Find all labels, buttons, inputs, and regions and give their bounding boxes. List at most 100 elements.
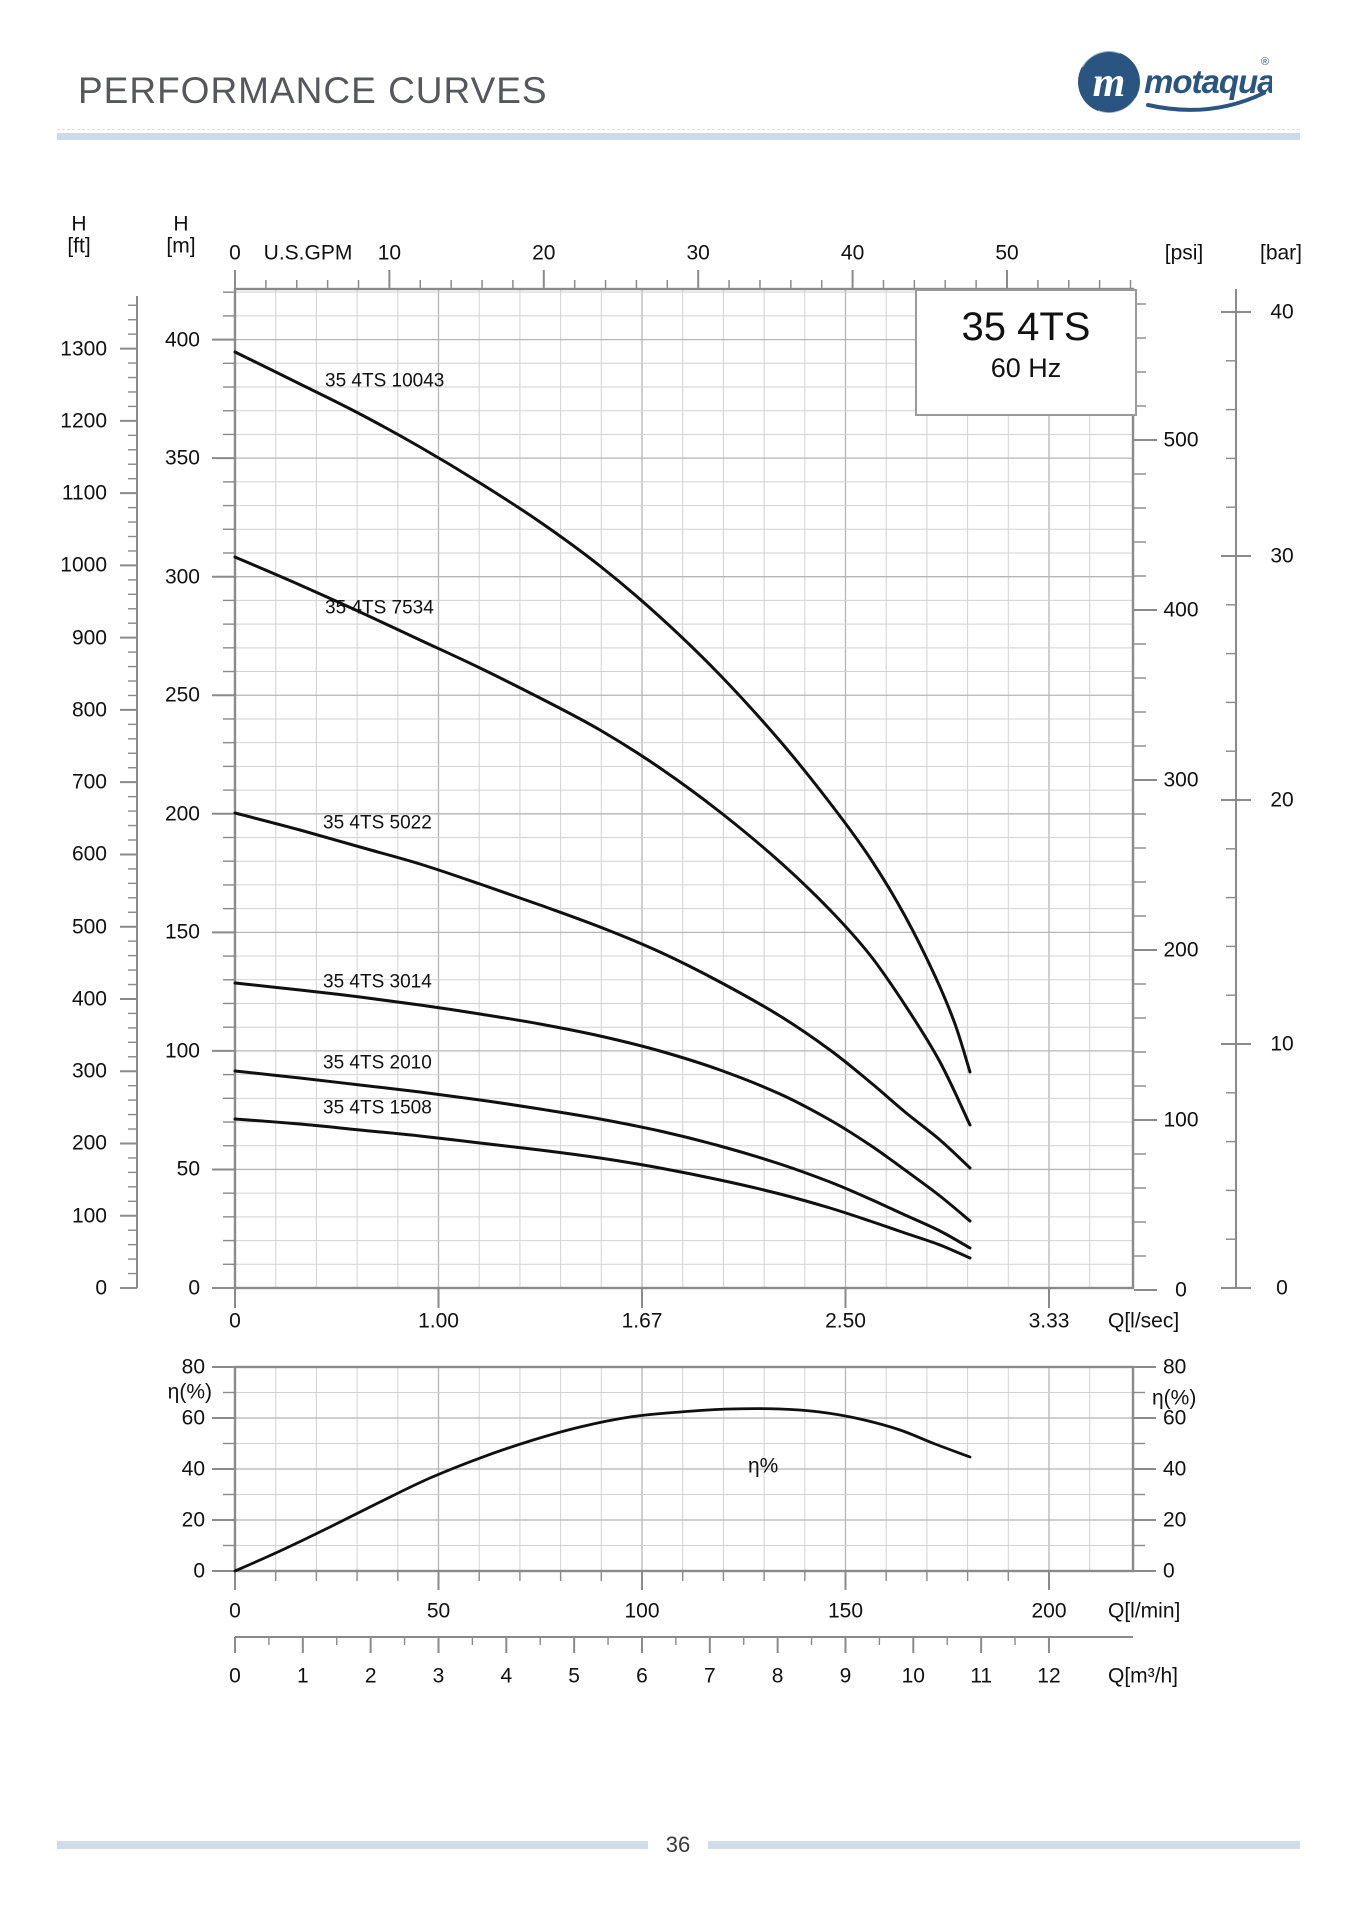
footer-rule-left — [57, 1841, 648, 1849]
m3h-axis-label: 6 — [636, 1664, 648, 1688]
logo-monogram: m — [1093, 60, 1126, 106]
psi-axis-header: [psi] — [1164, 241, 1204, 265]
m-axis-label: 400 — [164, 328, 200, 352]
curve-35-4TS-7534 — [233, 555, 972, 1127]
eta-right-header: η(%) — [1152, 1386, 1197, 1410]
eff-grid — [235, 1367, 1133, 1571]
model-frequency: 60 Hz — [990, 353, 1062, 383]
curve-35-4TS-3014 — [233, 981, 972, 1223]
m3h-axis-label: 10 — [901, 1664, 925, 1688]
bar-axis-label: 20 — [1270, 788, 1294, 812]
ft-axis-label: 500 — [71, 915, 107, 939]
lsec-axis-ticks — [234, 1289, 1050, 1308]
logo-swirl-icon — [1081, 50, 1121, 68]
lsec-axis-label: 1.00 — [418, 1309, 459, 1333]
gpm-axis-label: 30 — [686, 241, 710, 265]
m-axis-label: 50 — [176, 1157, 200, 1181]
m3h-axis-label: 8 — [771, 1664, 784, 1688]
curve-35-4TS-5022 — [233, 811, 972, 1170]
eta-right-label: 0 — [1163, 1559, 1175, 1583]
bar-axis-label: 30 — [1270, 544, 1294, 568]
m3h-axis — [234, 1636, 1133, 1653]
m-axis-label: 0 — [188, 1276, 200, 1300]
header-divider-bar — [57, 133, 1300, 140]
bar-axis — [1221, 289, 1251, 1289]
ft-axis-label: 1200 — [60, 409, 107, 433]
curve-label: 35 4TS 7534 — [325, 597, 434, 619]
bar-axis-label: 0 — [1276, 1276, 1288, 1300]
model-name: 35 4TS — [961, 305, 1091, 349]
eta-left-header: η(%) — [167, 1380, 212, 1404]
eta-left-label: 60 — [181, 1406, 205, 1430]
ft-axis-label: 1300 — [60, 337, 107, 361]
gpm-axis-label: 10 — [377, 241, 402, 265]
logo-swirl-icon — [1097, 97, 1137, 115]
logo-circle-icon — [1078, 51, 1140, 113]
gpm-axis-label: 50 — [995, 241, 1019, 265]
eta-left-label: 0 — [193, 1559, 205, 1583]
lsec-axis-label: 1.67 — [621, 1309, 663, 1333]
eta-left-label: 20 — [181, 1508, 205, 1532]
lsec-axis-unit: Q[l/sec] — [1108, 1309, 1180, 1333]
logo-swoosh-icon — [1146, 91, 1266, 112]
eta-right-label: 40 — [1163, 1457, 1187, 1481]
ft-axis-header-symbol: H — [71, 212, 87, 236]
curve-efficiency — [233, 1407, 972, 1573]
eta-left-label: 80 — [181, 1355, 205, 1379]
lsec-axis-label: 2.50 — [825, 1309, 866, 1333]
m3h-axis-label: 7 — [703, 1664, 716, 1688]
m-axis-label: 150 — [164, 920, 200, 944]
ft-axis-label: 1100 — [61, 481, 107, 505]
ft-axis-label: 700 — [71, 770, 107, 794]
ft-axis-label: 600 — [71, 842, 107, 866]
curve-35-4TS-10043 — [233, 350, 972, 1074]
gpm-axis-ticks — [234, 270, 1132, 288]
m-axis-label: 200 — [164, 802, 200, 826]
m-axis-label: 100 — [164, 1039, 200, 1063]
ft-axis-label: 100 — [71, 1204, 107, 1228]
model-info-box: 35 4TS 60 Hz — [915, 289, 1137, 416]
eta-right-label: 20 — [1163, 1508, 1187, 1532]
eff-chart-frame — [233, 1365, 1135, 1573]
psi-axis-label: 300 — [1163, 768, 1199, 792]
curve-label: 35 4TS 3014 — [323, 971, 432, 993]
m3h-axis-label: 1 — [296, 1664, 309, 1688]
ft-axis — [120, 296, 138, 1289]
psi-axis-label: 500 — [1163, 428, 1199, 452]
curve-35-4TS-2010 — [233, 1069, 972, 1250]
eta-left-label: 40 — [181, 1457, 205, 1481]
curve-35-4TS-1508 — [233, 1117, 972, 1260]
curve-label: 35 4TS 10043 — [325, 370, 445, 392]
m3h-axis-label: 5 — [568, 1664, 580, 1688]
m3h-axis-unit: Q[m³/h] — [1108, 1664, 1179, 1688]
bar-axis-label: 10 — [1270, 1032, 1294, 1056]
ft-axis-label: 300 — [71, 1059, 107, 1083]
lmin-axis-ticks — [234, 1572, 1050, 1590]
page-number: 36 — [665, 1832, 691, 1857]
page-title: PERFORMANCE CURVES — [78, 70, 548, 111]
logo-registered: ® — [1261, 56, 1269, 68]
ft-axis-header-unit: [ft] — [67, 234, 91, 258]
psi-axis-label: 400 — [1163, 598, 1199, 622]
psi-axis-label: 100 — [1163, 1108, 1199, 1132]
lmin-axis-label: 0 — [229, 1599, 241, 1623]
main-chart-frame — [233, 287, 1135, 1290]
ft-axis-label: 400 — [71, 987, 107, 1011]
ft-axis-label: 800 — [71, 698, 107, 722]
ft-axis-label: 900 — [71, 626, 107, 650]
m3h-axis-label: 9 — [839, 1664, 852, 1688]
ft-axis-label: 200 — [71, 1131, 107, 1155]
m3h-axis-label: 0 — [229, 1664, 241, 1688]
ft-axis-label: 1000 — [60, 553, 107, 577]
eta-axis-ticks — [212, 1366, 1156, 1572]
lsec-axis-label: 0 — [229, 1309, 241, 1333]
m-axis-header-symbol: H — [173, 212, 189, 236]
curve-label: 35 4TS 2010 — [323, 1052, 432, 1074]
m-axis-label: 250 — [164, 683, 200, 707]
gpm-axis-unit: U.S.GPM — [263, 241, 353, 265]
footer-rule-right — [708, 1841, 1300, 1849]
lmin-axis-label: 150 — [827, 1599, 864, 1623]
eta-right-label: 60 — [1163, 1406, 1187, 1430]
m3h-axis-label: 2 — [364, 1664, 377, 1688]
